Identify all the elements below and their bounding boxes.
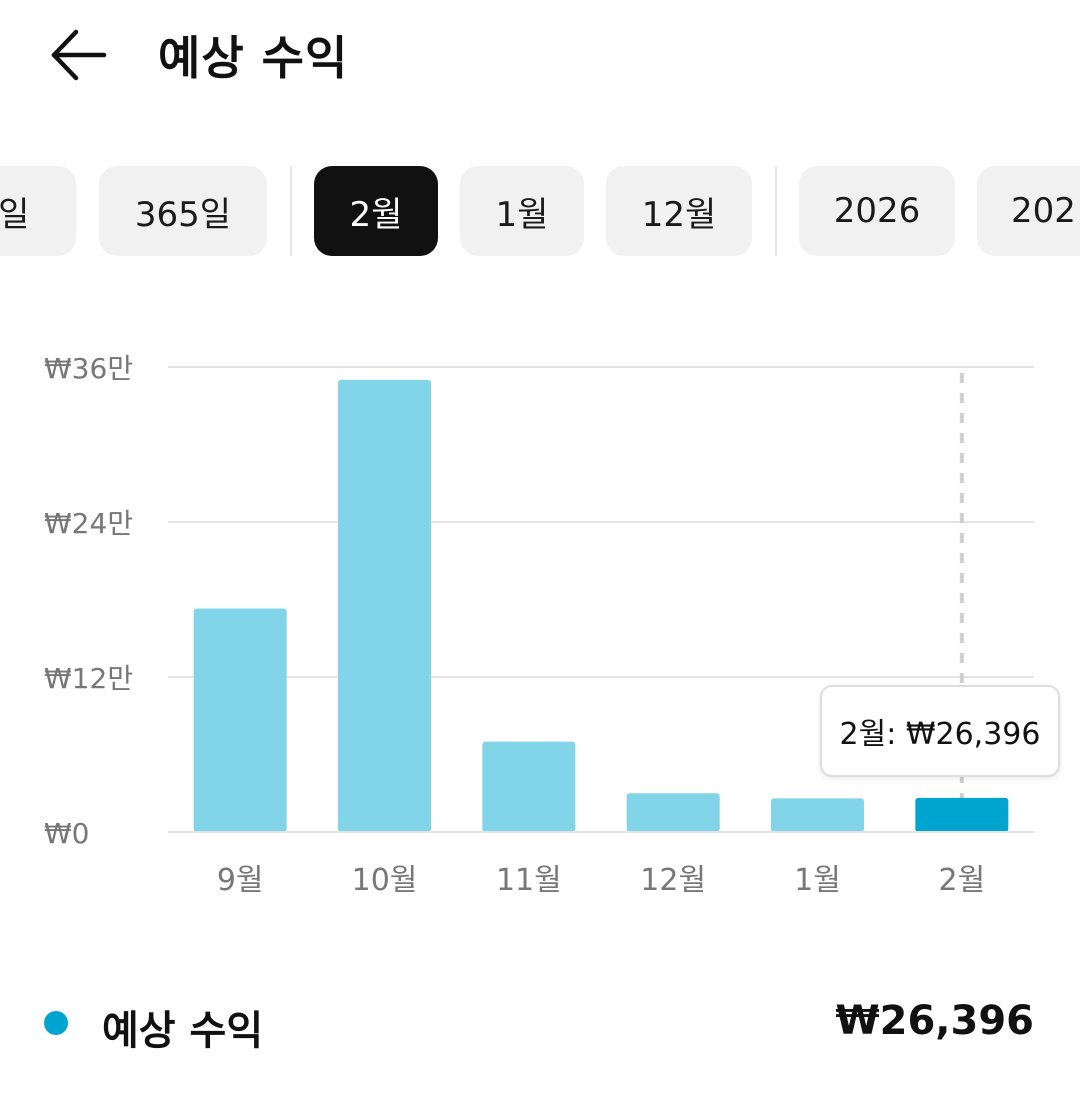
bar	[338, 379, 431, 832]
legend-dot	[44, 1011, 68, 1035]
y-tick-label: ₩0	[44, 817, 90, 850]
header: 예상 수익	[0, 0, 1080, 110]
chip-month-2[interactable]: 2월	[314, 166, 438, 256]
legend: 예상 수익 ₩26,396	[0, 980, 1080, 1070]
bar-chart: ₩0 ₩12만 ₩24만 ₩36만 9월 10월 11월 12월 1월 2월	[44, 352, 1034, 898]
back-button[interactable]	[44, 20, 114, 90]
bar	[915, 797, 1009, 832]
legend-value: ₩26,396	[835, 998, 1034, 1044]
x-tick-label: 10월	[352, 863, 418, 898]
x-tick-label: 9월	[217, 863, 264, 898]
chip-365-days[interactable]: 365일	[99, 166, 267, 256]
y-tick-label: ₩36만	[44, 352, 133, 385]
chip-year-2026[interactable]: 2026	[799, 166, 955, 256]
chip-month-1[interactable]: 1월	[460, 166, 584, 256]
x-tick-label: 2월	[938, 863, 985, 898]
x-tick-label: 1월	[794, 863, 841, 898]
chip-divider	[775, 166, 777, 256]
arrow-left-icon	[51, 29, 107, 81]
x-tick-label: 11월	[496, 863, 562, 898]
bar	[771, 798, 864, 832]
y-tick-label: ₩24만	[44, 507, 133, 540]
bar	[482, 741, 576, 832]
page-title: 예상 수익	[158, 31, 349, 85]
chip-month-12[interactable]: 12월	[606, 166, 752, 256]
x-tick-label: 12월	[640, 863, 706, 898]
chip-year-partial[interactable]: 202	[977, 166, 1080, 256]
bar	[626, 793, 720, 832]
y-tick-label: ₩12만	[44, 662, 133, 695]
bar	[193, 608, 287, 832]
earnings-chart: ₩0 ₩12만 ₩24만 ₩36만 9월 10월 11월 12월 1월 2월	[0, 330, 1080, 910]
chip-divider	[290, 166, 292, 256]
chart-tooltip: 2월: ₩26,396	[820, 685, 1060, 777]
chip-0[interactable]: 0일	[0, 166, 76, 256]
period-filter-row: 0일 365일 2월 1월 12월 2026 202	[0, 166, 1080, 258]
legend-label: 예상 수익	[102, 1008, 264, 1054]
